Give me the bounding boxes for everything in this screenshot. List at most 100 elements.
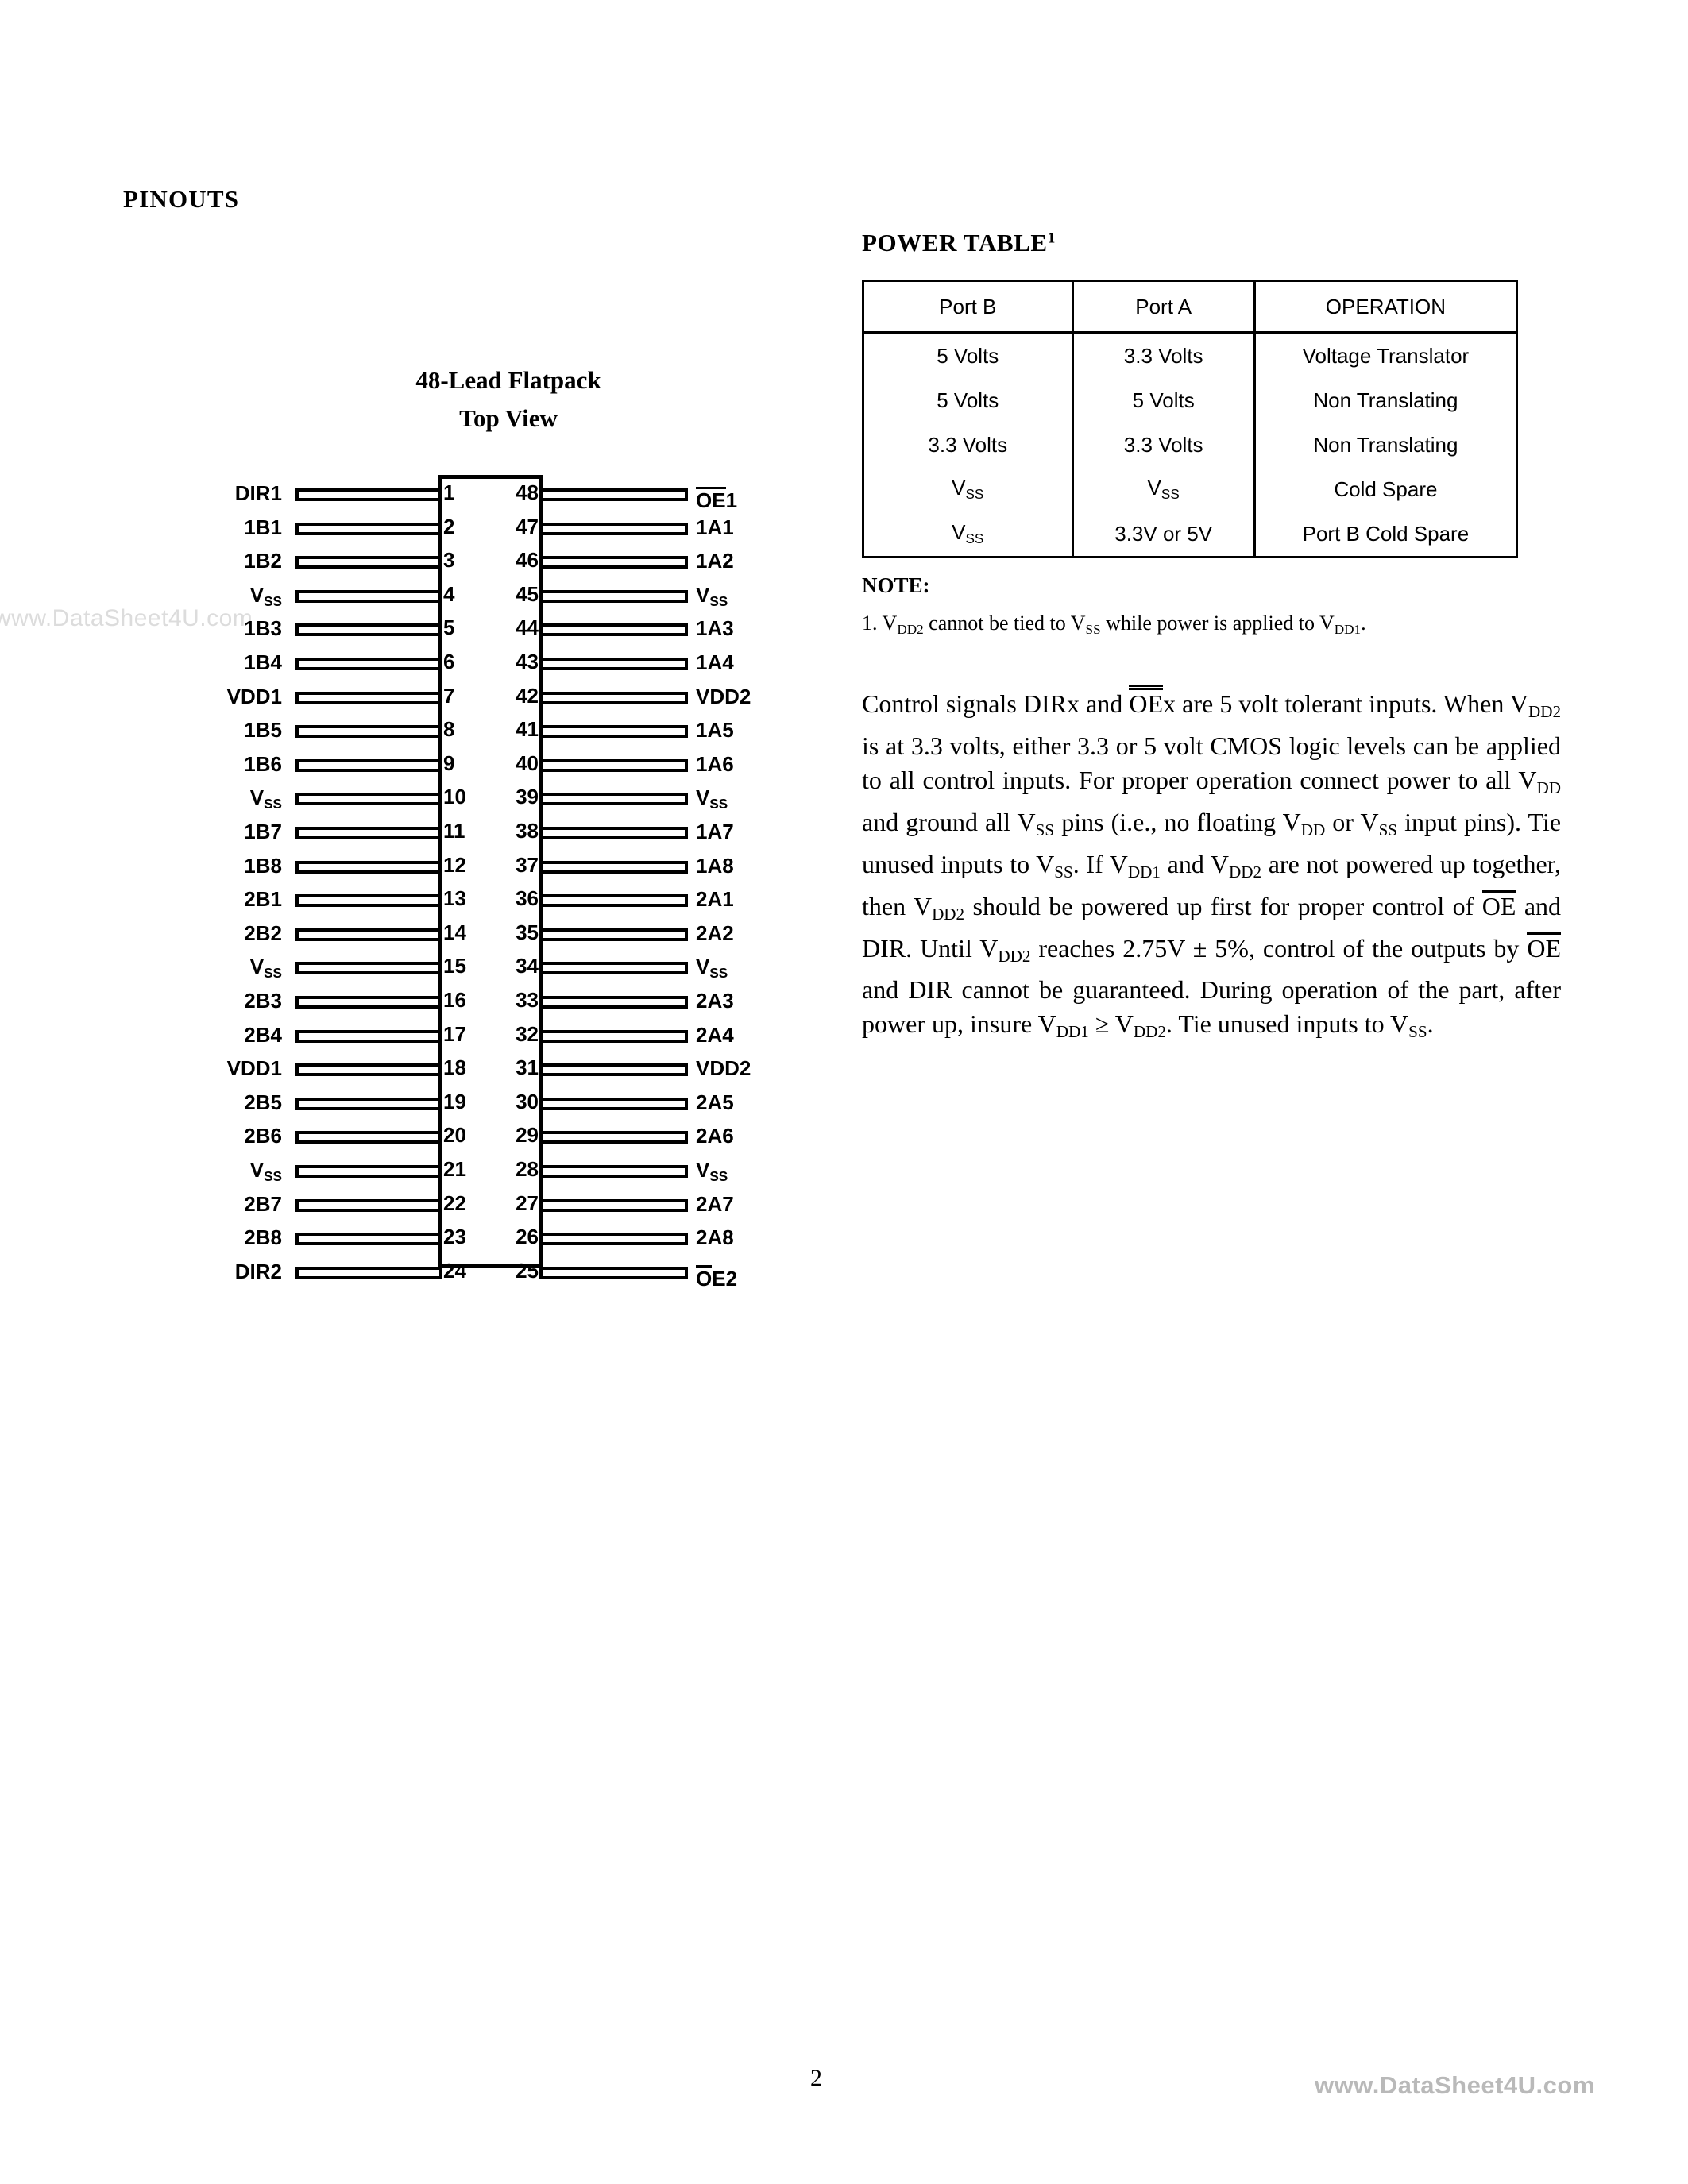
pin-row: 1B8 12 37 1A8 [0,852,794,878]
cell-port-a: 3.3 Volts [1071,423,1256,467]
pin-number-right: 25 [516,1258,539,1283]
pin-row: VSS 21 28 VSS [0,1157,794,1183]
pin-number-right: 29 [516,1123,539,1148]
pin-label-right: 2A1 [696,887,734,912]
pin-number-right: 40 [516,751,539,775]
pin-lead-right [539,522,688,535]
pin-number-right: 33 [516,988,539,1012]
pin-row: 2B5 19 30 2A5 [0,1089,794,1114]
pin-number-left: 3 [443,548,455,573]
table-row: 5 Volts 3.3 Volts Voltage Translator [862,332,1519,378]
chip-body-outline [438,475,543,1268]
pin-label-right: 1A8 [696,853,734,878]
pin-lead-left [295,827,442,839]
pin-lead-right [539,894,688,908]
column-header-operation: OPERATION [1253,280,1519,334]
pin-lead-left [295,1063,442,1077]
pin-lead-left [295,1165,442,1178]
pin-lead-right [539,1165,688,1178]
pin-lead-right [539,996,688,1009]
power-table-footnote-marker: 1 [1047,230,1056,247]
pin-lead-left [295,1029,442,1043]
pin-number-left: 14 [443,920,466,944]
pin-number-right: 28 [516,1157,539,1181]
table-row: 3.3 Volts 3.3 Volts Non Translating [862,423,1519,467]
pin-row: 1B7 11 38 1A7 [0,819,794,843]
pin-number-left: 22 [443,1190,466,1215]
pin-label-right: 2A5 [696,1090,734,1114]
pin-number-right: 39 [516,785,539,809]
pin-lead-left [295,1198,442,1212]
pin-lead-left [295,725,442,739]
pin-row: 1B2 3 46 1A2 [0,548,794,573]
cell-operation: Port B Cold Spare [1253,511,1519,558]
pin-number-left: 2 [443,514,455,538]
pin-label-left: 2B8 [244,1225,282,1250]
pin-number-right: 30 [516,1089,539,1113]
pin-lead-left [295,623,442,637]
pin-number-left: 5 [443,615,455,640]
pin-lead-left [295,894,442,908]
pin-row: 2B1 13 36 2A1 [0,886,794,912]
pin-lead-left [295,996,442,1009]
pin-label-right: VSS [696,785,728,812]
pin-lead-left [295,1266,442,1279]
package-title: 48-Lead Flatpack Top View [286,361,731,438]
cell-port-b: VSS [862,511,1074,558]
pin-lead-left [295,556,442,569]
pin-label-left: 2B4 [244,1022,282,1047]
pin-label-left: VDD1 [226,1056,282,1081]
pin-label-right: OE2 [696,1264,738,1291]
table-header-row: Port B Port A OPERATION [862,280,1519,334]
pin-row: VSS 15 34 VSS [0,954,794,979]
pin-lead-right [539,1198,688,1212]
pin-label-right: VDD2 [696,684,751,708]
pin-label-right: VSS [696,955,728,982]
pin-number-left: 24 [443,1258,466,1283]
pin-number-right: 46 [516,548,539,573]
pin-number-left: 4 [443,581,455,606]
pin-label-left: VSS [249,1158,282,1184]
pin-label-left: VSS [249,582,282,609]
pin-row: 2B7 22 27 2A7 [0,1190,794,1216]
pin-lead-left [295,1233,442,1246]
pin-lead-left [295,658,442,670]
pin-label-right: 2A7 [696,1191,734,1216]
pin-number-right: 47 [516,514,539,538]
pin-lead-left [295,928,442,941]
pin-label-left: 1B6 [244,751,282,776]
pin-label-left: DIR1 [234,481,282,505]
pin-label-left: 2B6 [244,1124,282,1148]
pin-label-left: 2B2 [244,920,282,945]
pin-label-right: VDD2 [696,1056,751,1081]
pin-row: 2B2 14 35 2A2 [0,920,794,945]
pin-number-left: 11 [443,819,465,843]
pin-row: VDD1 18 31 VDD2 [0,1056,794,1081]
column-header-port-b: Port B [862,280,1074,334]
pin-row: 1B1 2 47 1A1 [0,514,794,538]
pin-number-right: 37 [516,852,539,877]
pin-lead-right [539,691,688,704]
pin-number-right: 35 [516,920,539,944]
pin-lead-right [539,793,688,806]
power-table: Port B Port A OPERATION 5 Volts 3.3 Volts… [862,280,1519,558]
pin-lead-right [539,1131,688,1144]
pin-label-left: 2B1 [244,887,282,912]
pin-label-left: 2B5 [244,1090,282,1114]
pin-number-right: 42 [516,683,539,708]
note-heading: NOTE: [862,573,930,597]
pin-number-left: 7 [443,683,455,708]
cell-port-a: 3.3 Volts [1071,332,1256,378]
cell-port-a: VSS [1071,467,1256,511]
pin-number-left: 13 [443,886,466,911]
pin-number-left: 15 [443,954,466,978]
pin-label-right: 2A2 [696,920,734,945]
package-title-line1: 48-Lead Flatpack [415,366,601,394]
pin-lead-right [539,725,688,739]
power-table-body: 5 Volts 3.3 Volts Voltage Translator 5 Volt… [862,332,1519,558]
pin-label-left: DIR2 [234,1259,282,1283]
pin-label-left: VSS [249,785,282,812]
pin-label-right: 2A3 [696,989,734,1013]
body-paragraph: Control signals DIRx and OEx are 5 volt … [862,685,1561,1049]
